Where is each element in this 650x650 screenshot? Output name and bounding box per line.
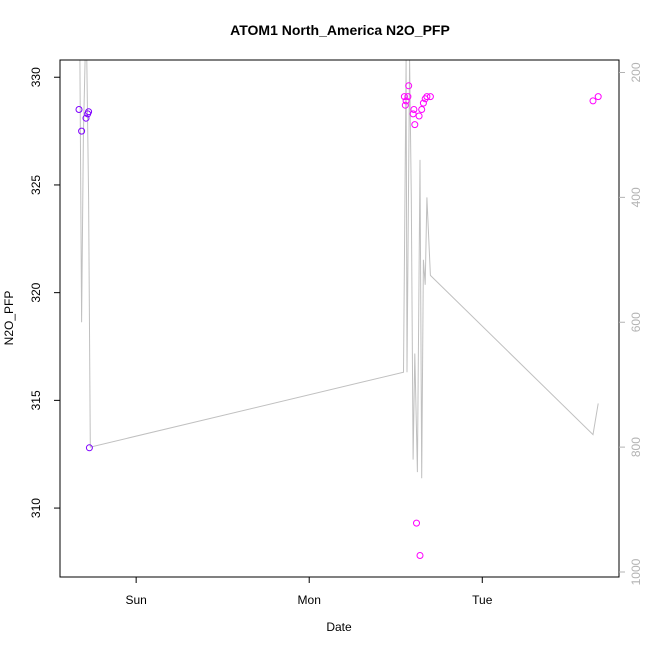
x-tick-label: Sun	[125, 593, 146, 607]
y-tick-label: 315	[29, 390, 43, 410]
y-axis: 310 315 320 325 330	[29, 67, 60, 518]
y-axis-label: N2O_PFP	[2, 291, 16, 346]
y2-tick-label: 600	[629, 312, 643, 332]
data-point	[413, 519, 420, 527]
y-tick-label: 325	[29, 175, 43, 195]
data-point	[594, 93, 602, 101]
data-point	[78, 127, 86, 135]
data-point	[411, 121, 419, 129]
x-axis: Sun Mon Tue	[125, 577, 493, 607]
y2-tick-label: 400	[629, 187, 643, 207]
data-point	[415, 112, 423, 120]
chart-title: ATOM1 North_America N2O_PFP	[230, 22, 450, 38]
data-point	[85, 444, 93, 452]
data-point	[418, 106, 426, 113]
series-line	[79, 59, 599, 479]
data-point	[82, 114, 90, 122]
y-tick-label: 310	[29, 498, 43, 518]
y2-tick-label: 200	[629, 62, 643, 82]
data-point	[589, 97, 597, 105]
data-point	[75, 106, 83, 113]
plot-frame	[59, 59, 620, 578]
x-axis-label: Date	[326, 620, 352, 634]
data-point	[409, 110, 417, 118]
y2-axis: 200 400 600 800 1000	[619, 62, 643, 585]
data-point	[410, 106, 418, 113]
data-point	[405, 82, 413, 90]
y-tick-label: 330	[29, 67, 43, 87]
x-tick-label: Mon	[298, 593, 321, 607]
y-tick-label: 320	[29, 282, 43, 302]
plot-lines	[79, 59, 599, 479]
data-point	[426, 93, 434, 101]
data-point	[402, 97, 410, 105]
data-point	[416, 552, 424, 559]
data-point	[419, 99, 427, 107]
x-tick-label: Tue	[472, 593, 493, 607]
data-point	[404, 93, 412, 101]
plot-points	[75, 82, 602, 559]
data-point	[400, 93, 408, 101]
data-point	[423, 93, 431, 101]
data-point	[401, 101, 409, 109]
y2-tick-label: 800	[629, 437, 643, 457]
data-point	[85, 108, 93, 116]
y2-tick-label: 1000	[629, 558, 643, 585]
